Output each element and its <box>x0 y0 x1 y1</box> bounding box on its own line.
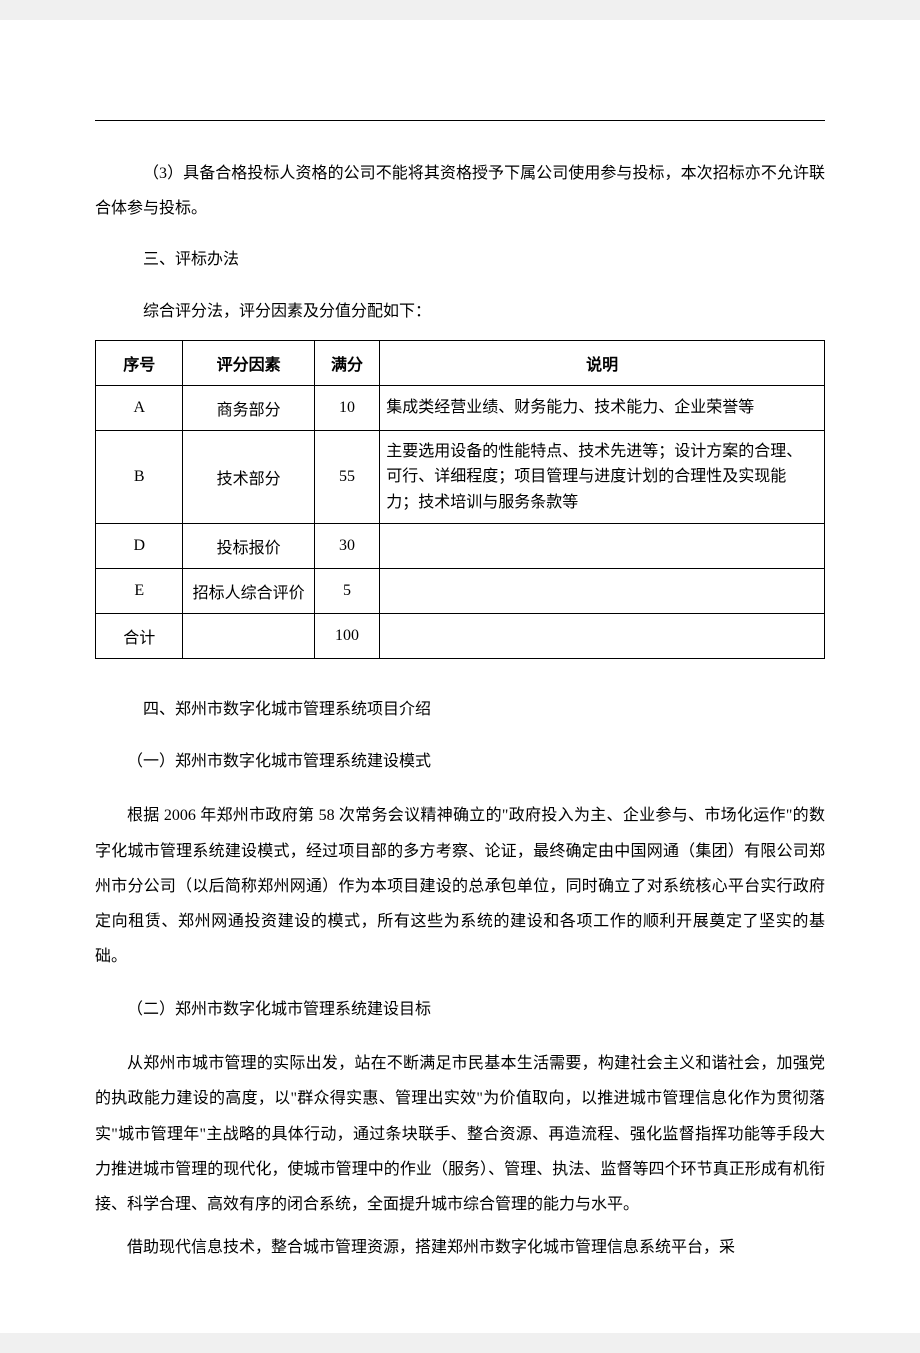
th-full: 满分 <box>314 340 380 385</box>
table-row: D 投标报价 30 <box>96 524 825 569</box>
cell-seq: B <box>96 430 183 524</box>
table-row: B 技术部分 55 主要选用设备的性能特点、技术先进等；设计方案的合理、可行、详… <box>96 430 825 524</box>
cell-factor: 商务部分 <box>183 385 314 430</box>
table-row: A 商务部分 10 集成类经营业绩、财务能力、技术能力、企业荣誉等 <box>96 385 825 430</box>
cell-desc <box>380 524 825 569</box>
table-header-row: 序号 评分因素 满分 说明 <box>96 340 825 385</box>
cell-full: 30 <box>314 524 380 569</box>
cell-factor: 投标报价 <box>183 524 314 569</box>
cell-seq: A <box>96 385 183 430</box>
cell-factor: 技术部分 <box>183 430 314 524</box>
section-3-title: 三、评标办法 <box>95 244 825 276</box>
sub-4-2-body-2: 借助现代信息技术，整合城市管理资源，搭建郑州市数字化城市管理信息系统平台，采 <box>95 1230 825 1265</box>
th-desc: 说明 <box>380 340 825 385</box>
cell-desc <box>380 569 825 614</box>
section-3-intro: 综合评分法，评分因素及分值分配如下： <box>95 294 825 329</box>
sub-4-1-body: 根据 2006 年郑州市政府第 58 次常务会议精神确立的"政府投入为主、企业参… <box>95 798 825 974</box>
cell-seq: 合计 <box>96 614 183 659</box>
cell-full: 10 <box>314 385 380 430</box>
cell-full: 55 <box>314 430 380 524</box>
scoring-table: 序号 评分因素 满分 说明 A 商务部分 10 集成类经营业绩、财务能力、技术能… <box>95 340 825 660</box>
cell-desc <box>380 614 825 659</box>
sub-4-2-title: （二）郑州市数字化城市管理系统建设目标 <box>95 994 825 1026</box>
section-4-title: 四、郑州市数字化城市管理系统项目介绍 <box>95 694 825 726</box>
th-factor: 评分因素 <box>183 340 314 385</box>
cell-full: 100 <box>314 614 380 659</box>
table-row-total: 合计 100 <box>96 614 825 659</box>
cell-desc: 集成类经营业绩、财务能力、技术能力、企业荣誉等 <box>380 385 825 430</box>
paragraph-3: （3）具备合格投标人资格的公司不能将其资格授予下属公司使用参与投标，本次招标亦不… <box>95 156 825 226</box>
table-row: E 招标人综合评价 5 <box>96 569 825 614</box>
cell-full: 5 <box>314 569 380 614</box>
sub-4-2-body-1: 从郑州市城市管理的实际出发，站在不断满足市民基本生活需要，构建社会主义和谐社会，… <box>95 1046 825 1222</box>
cell-factor <box>183 614 314 659</box>
cell-seq: E <box>96 569 183 614</box>
cell-factor: 招标人综合评价 <box>183 569 314 614</box>
sub-4-1-title: （一）郑州市数字化城市管理系统建设模式 <box>95 746 825 778</box>
top-rule <box>95 120 825 121</box>
document-page: （3）具备合格投标人资格的公司不能将其资格授予下属公司使用参与投标，本次招标亦不… <box>0 20 920 1333</box>
page-content: （3）具备合格投标人资格的公司不能将其资格授予下属公司使用参与投标，本次招标亦不… <box>0 20 920 1333</box>
cell-desc: 主要选用设备的性能特点、技术先进等；设计方案的合理、可行、详细程度；项目管理与进… <box>380 430 825 524</box>
cell-seq: D <box>96 524 183 569</box>
th-seq: 序号 <box>96 340 183 385</box>
